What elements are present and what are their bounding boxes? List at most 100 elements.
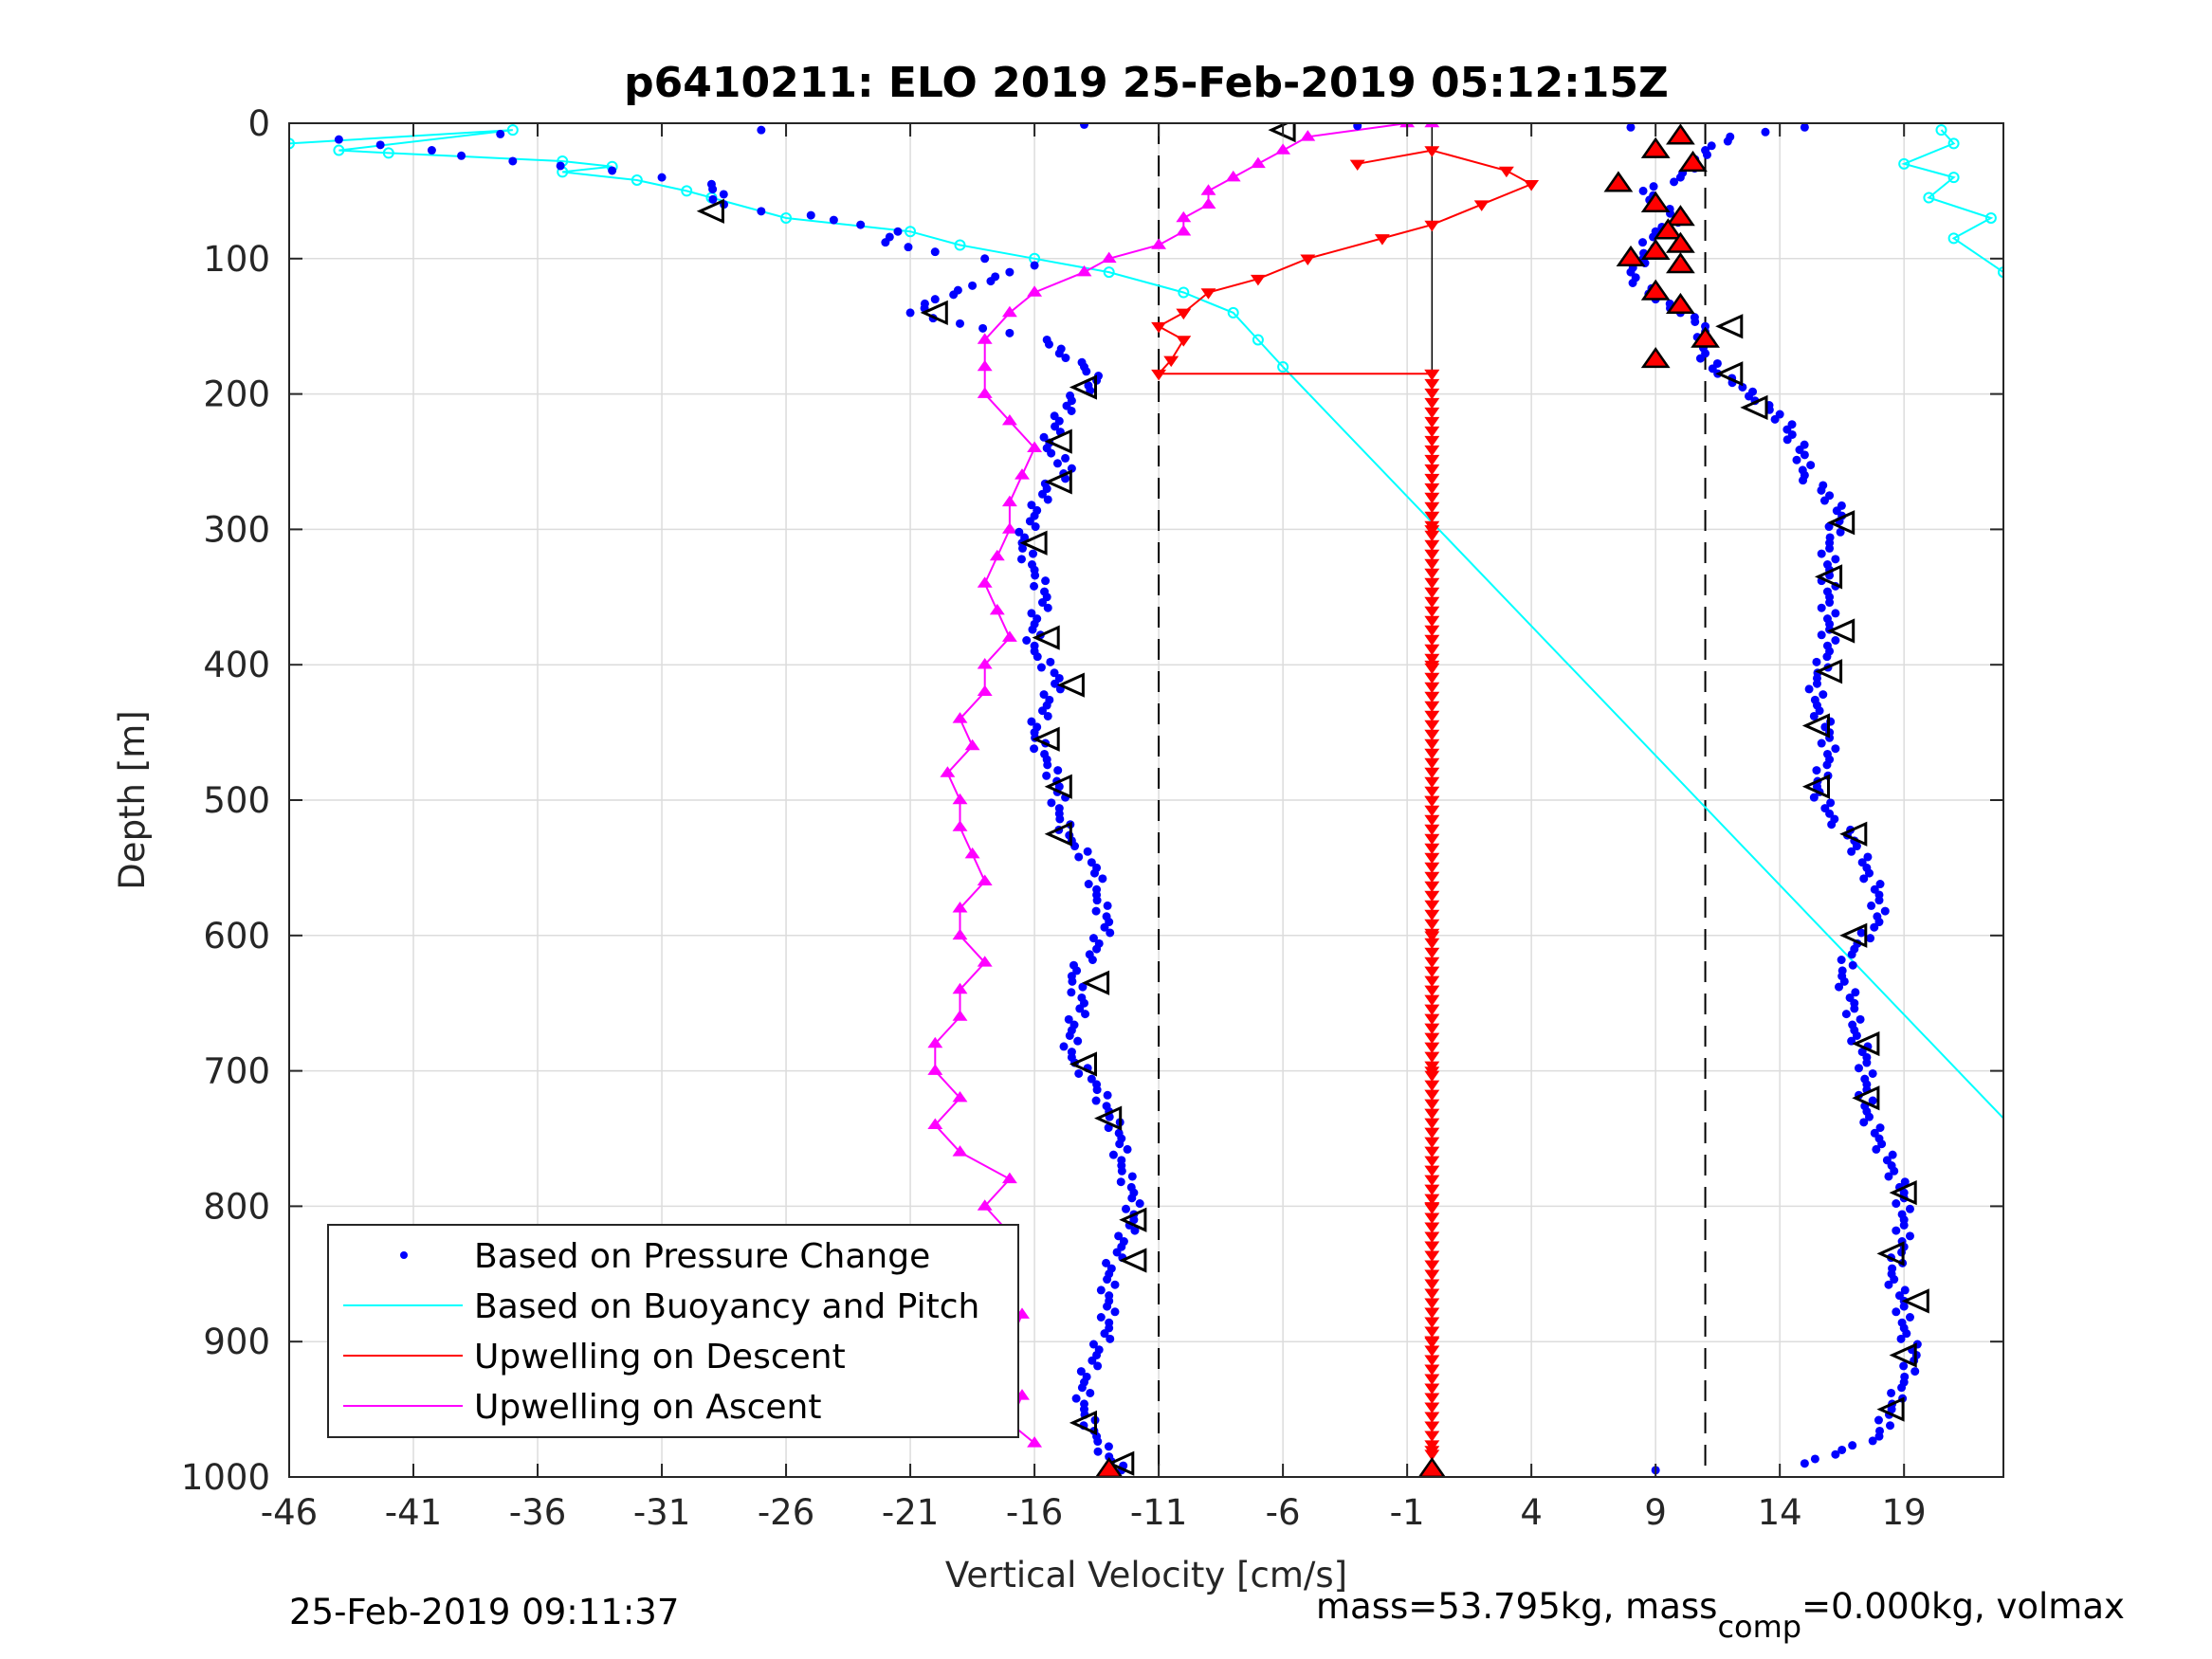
pressure-point xyxy=(1089,868,1099,878)
pressure-point xyxy=(1061,354,1070,363)
pressure-point xyxy=(1106,928,1115,938)
upwelling-descent-point xyxy=(1424,1250,1440,1262)
open-triangle-marker xyxy=(1814,659,1843,684)
pressure-point xyxy=(1050,668,1059,678)
upwelling-descent-point xyxy=(1424,454,1440,466)
pressure-point xyxy=(1103,1090,1112,1100)
upwelling-descent-point xyxy=(1176,336,1192,347)
pressure-point xyxy=(1806,461,1816,470)
pressure-point xyxy=(1087,1074,1096,1084)
pressure-point xyxy=(1100,922,1109,932)
pressure-point xyxy=(1701,321,1710,331)
footer-mass-subscript: comp xyxy=(1717,1609,1801,1645)
buoyancy-point xyxy=(681,185,693,197)
upwelling-descent-point xyxy=(1424,1260,1440,1271)
upwelling-ascent-point xyxy=(989,549,1005,561)
pressure-point xyxy=(893,227,903,236)
legend-label-ascent: Upwelling on Ascent xyxy=(474,1388,821,1427)
upwelling-descent-point xyxy=(1424,1023,1440,1035)
upwelling-descent-point xyxy=(1424,814,1440,827)
upwelling-descent-point xyxy=(1424,900,1440,912)
pressure-point xyxy=(757,125,766,135)
pressure-point xyxy=(1027,717,1036,726)
upwelling-ascent-point xyxy=(952,928,968,940)
upwelling-ascent-point xyxy=(1300,130,1316,141)
open-triangle-marker xyxy=(696,198,724,224)
upwelling-descent-point xyxy=(1424,483,1440,495)
pressure-point xyxy=(1051,679,1060,688)
upwelling-descent-point xyxy=(1424,539,1440,552)
pressure-point xyxy=(1110,1280,1120,1289)
upwelling-ascent-point xyxy=(1275,143,1291,155)
upwelling-ascent-point xyxy=(977,684,993,696)
pressure-point xyxy=(1043,760,1052,770)
upwelling-descent-point xyxy=(1424,1118,1440,1130)
pressure-point xyxy=(1831,635,1840,645)
filled-triangle-marker xyxy=(1666,252,1695,274)
upwelling-descent-point xyxy=(1424,805,1440,817)
pressure-point xyxy=(1070,842,1080,851)
pressure-point xyxy=(1868,1068,1877,1078)
pressure-point xyxy=(1800,1459,1809,1468)
pressure-point xyxy=(1074,1068,1084,1078)
pressure-point xyxy=(1093,1437,1103,1447)
upwelling-ascent-point xyxy=(1027,441,1043,452)
pressure-point xyxy=(1039,690,1049,700)
upwelling-ascent-point xyxy=(977,576,993,588)
pressure-point xyxy=(1122,1204,1131,1213)
x-tick-label: -31 xyxy=(633,1492,690,1533)
pressure-point xyxy=(1022,635,1032,645)
buoyancy-point xyxy=(1252,334,1264,346)
open-triangle-marker xyxy=(1740,394,1768,421)
footer-mass: mass=53.795kg, masscomp=0.000kg, volmax xyxy=(1316,1586,2125,1645)
pressure-point xyxy=(1088,1356,1097,1365)
pressure-point xyxy=(1848,1441,1857,1450)
upwelling-ascent-point xyxy=(964,738,980,751)
upwelling-descent-point xyxy=(1424,1089,1440,1102)
upwelling-descent-point xyxy=(1424,1051,1440,1064)
upwelling-descent-point xyxy=(1424,795,1440,808)
upwelling-descent-point xyxy=(1424,957,1440,969)
pressure-point xyxy=(1103,1302,1112,1311)
pressure-point xyxy=(1880,906,1890,916)
y-tick-label: 400 xyxy=(203,645,270,685)
pressure-point xyxy=(1874,1415,1883,1425)
pressure-point xyxy=(1825,533,1835,542)
pressure-point xyxy=(1690,313,1699,322)
upwelling-ascent-point xyxy=(1176,225,1192,236)
pressure-point xyxy=(708,194,718,204)
pressure-point xyxy=(1875,1426,1885,1435)
pressure-point xyxy=(1870,922,1879,932)
filled-triangle-marker xyxy=(1640,137,1671,158)
pressure-point xyxy=(1098,874,1107,884)
pressure-point xyxy=(1868,1436,1877,1446)
pressure-point xyxy=(1897,1318,1907,1327)
pressure-point xyxy=(1859,874,1869,884)
open-triangle-marker xyxy=(1852,1030,1880,1057)
pressure-point xyxy=(1115,1139,1124,1149)
upwelling-descent-point xyxy=(1424,1099,1440,1111)
upwelling-ascent-point xyxy=(1001,305,1017,318)
upwelling-descent-point xyxy=(1424,511,1440,523)
upwelling-ascent-point xyxy=(1001,630,1017,642)
pressure-point xyxy=(1817,738,1826,748)
y-tick-label: 100 xyxy=(203,239,270,280)
upwelling-descent-point xyxy=(1424,407,1440,419)
y-tick-label: 1000 xyxy=(181,1457,270,1498)
upwelling-descent-point xyxy=(1424,1080,1440,1092)
y-tick-label: 500 xyxy=(203,780,270,821)
pressure-point xyxy=(1848,960,1857,970)
pressure-point xyxy=(1899,1361,1909,1371)
pressure-point xyxy=(1100,1329,1109,1339)
upwelling-descent-point xyxy=(1424,1355,1440,1366)
pressure-point xyxy=(1051,422,1060,431)
buoyancy-point xyxy=(289,137,295,150)
pressure-point xyxy=(1817,549,1826,558)
pressure-point xyxy=(1091,906,1101,916)
filled-triangle-marker xyxy=(1616,245,1646,267)
pressure-point xyxy=(1123,1144,1132,1154)
x-tick-label: -26 xyxy=(758,1492,814,1533)
legend-label-descent: Upwelling on Descent xyxy=(474,1338,846,1376)
upwelling-ascent-point xyxy=(927,1064,943,1075)
upwelling-descent-point xyxy=(1424,1279,1440,1290)
